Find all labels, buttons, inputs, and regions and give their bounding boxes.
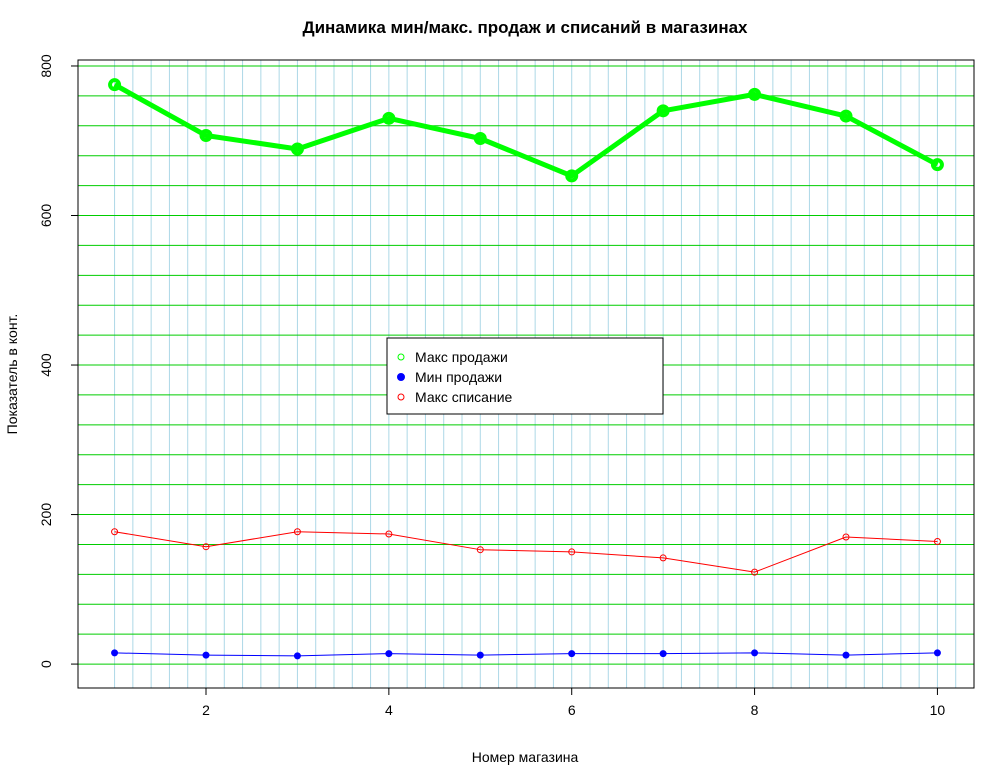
x-tick-label: 2: [202, 702, 210, 718]
y-axis: 0 200 400 600 800: [38, 54, 79, 668]
data-point: [930, 158, 944, 172]
data-point: [659, 650, 667, 658]
data-point: [748, 87, 762, 101]
data-point: [199, 129, 213, 143]
legend-label: Мин продажи: [415, 369, 502, 385]
x-tick-label: 10: [930, 702, 946, 718]
legend-marker: [397, 353, 405, 361]
data-point: [751, 649, 759, 657]
data-point: [108, 78, 122, 92]
data-point: [933, 649, 941, 657]
x-axis-label: Номер магазина: [472, 749, 579, 765]
data-point: [842, 533, 850, 541]
data-point: [751, 568, 759, 576]
data-point: [385, 530, 393, 538]
data-point: [293, 652, 301, 660]
series-2: [111, 649, 941, 660]
legend: Макс продажи Мин продажи Макс списание: [386, 337, 664, 415]
data-point: [476, 546, 484, 554]
y-tick-label: 800: [38, 54, 54, 78]
x-tick-label: 8: [751, 702, 759, 718]
legend-marker: [397, 393, 405, 401]
chart-title: Динамика мин/макс. продаж и списаний в м…: [303, 18, 749, 37]
data-point: [842, 651, 850, 659]
data-point: [933, 537, 941, 545]
series-layer: [108, 78, 944, 660]
data-point: [385, 650, 393, 658]
series-line: [114, 531, 938, 573]
legend-box: [386, 337, 664, 415]
data-point: [202, 651, 210, 659]
data-point: [568, 650, 576, 658]
data-point: [476, 651, 484, 659]
series-3: [111, 528, 941, 576]
y-tick-label: 400: [38, 353, 54, 377]
data-point: [111, 649, 119, 657]
x-tick-label: 6: [568, 702, 576, 718]
legend-marker: [397, 373, 405, 381]
legend-label: Макс продажи: [415, 349, 508, 365]
data-point: [565, 169, 579, 183]
series-1: [108, 78, 944, 183]
legend-label: Макс списание: [415, 389, 513, 405]
data-point: [382, 111, 396, 125]
y-axis-label: Показатель в конт.: [4, 314, 20, 435]
data-point: [659, 554, 667, 562]
data-point: [656, 104, 670, 118]
data-point: [568, 548, 576, 556]
y-tick-label: 0: [38, 660, 54, 668]
data-point: [202, 543, 210, 551]
data-point: [473, 132, 487, 145]
data-point: [839, 109, 853, 123]
x-tick-label: 4: [385, 702, 393, 718]
x-axis: 2 4 6 8 10: [202, 687, 946, 718]
series-line: [114, 652, 938, 657]
y-tick-label: 200: [38, 503, 54, 527]
data-point: [293, 528, 301, 536]
data-point: [290, 142, 304, 156]
y-tick-label: 600: [38, 204, 54, 228]
data-point: [111, 528, 119, 536]
horizontal-grid: [78, 65, 974, 665]
series-line: [113, 82, 939, 179]
